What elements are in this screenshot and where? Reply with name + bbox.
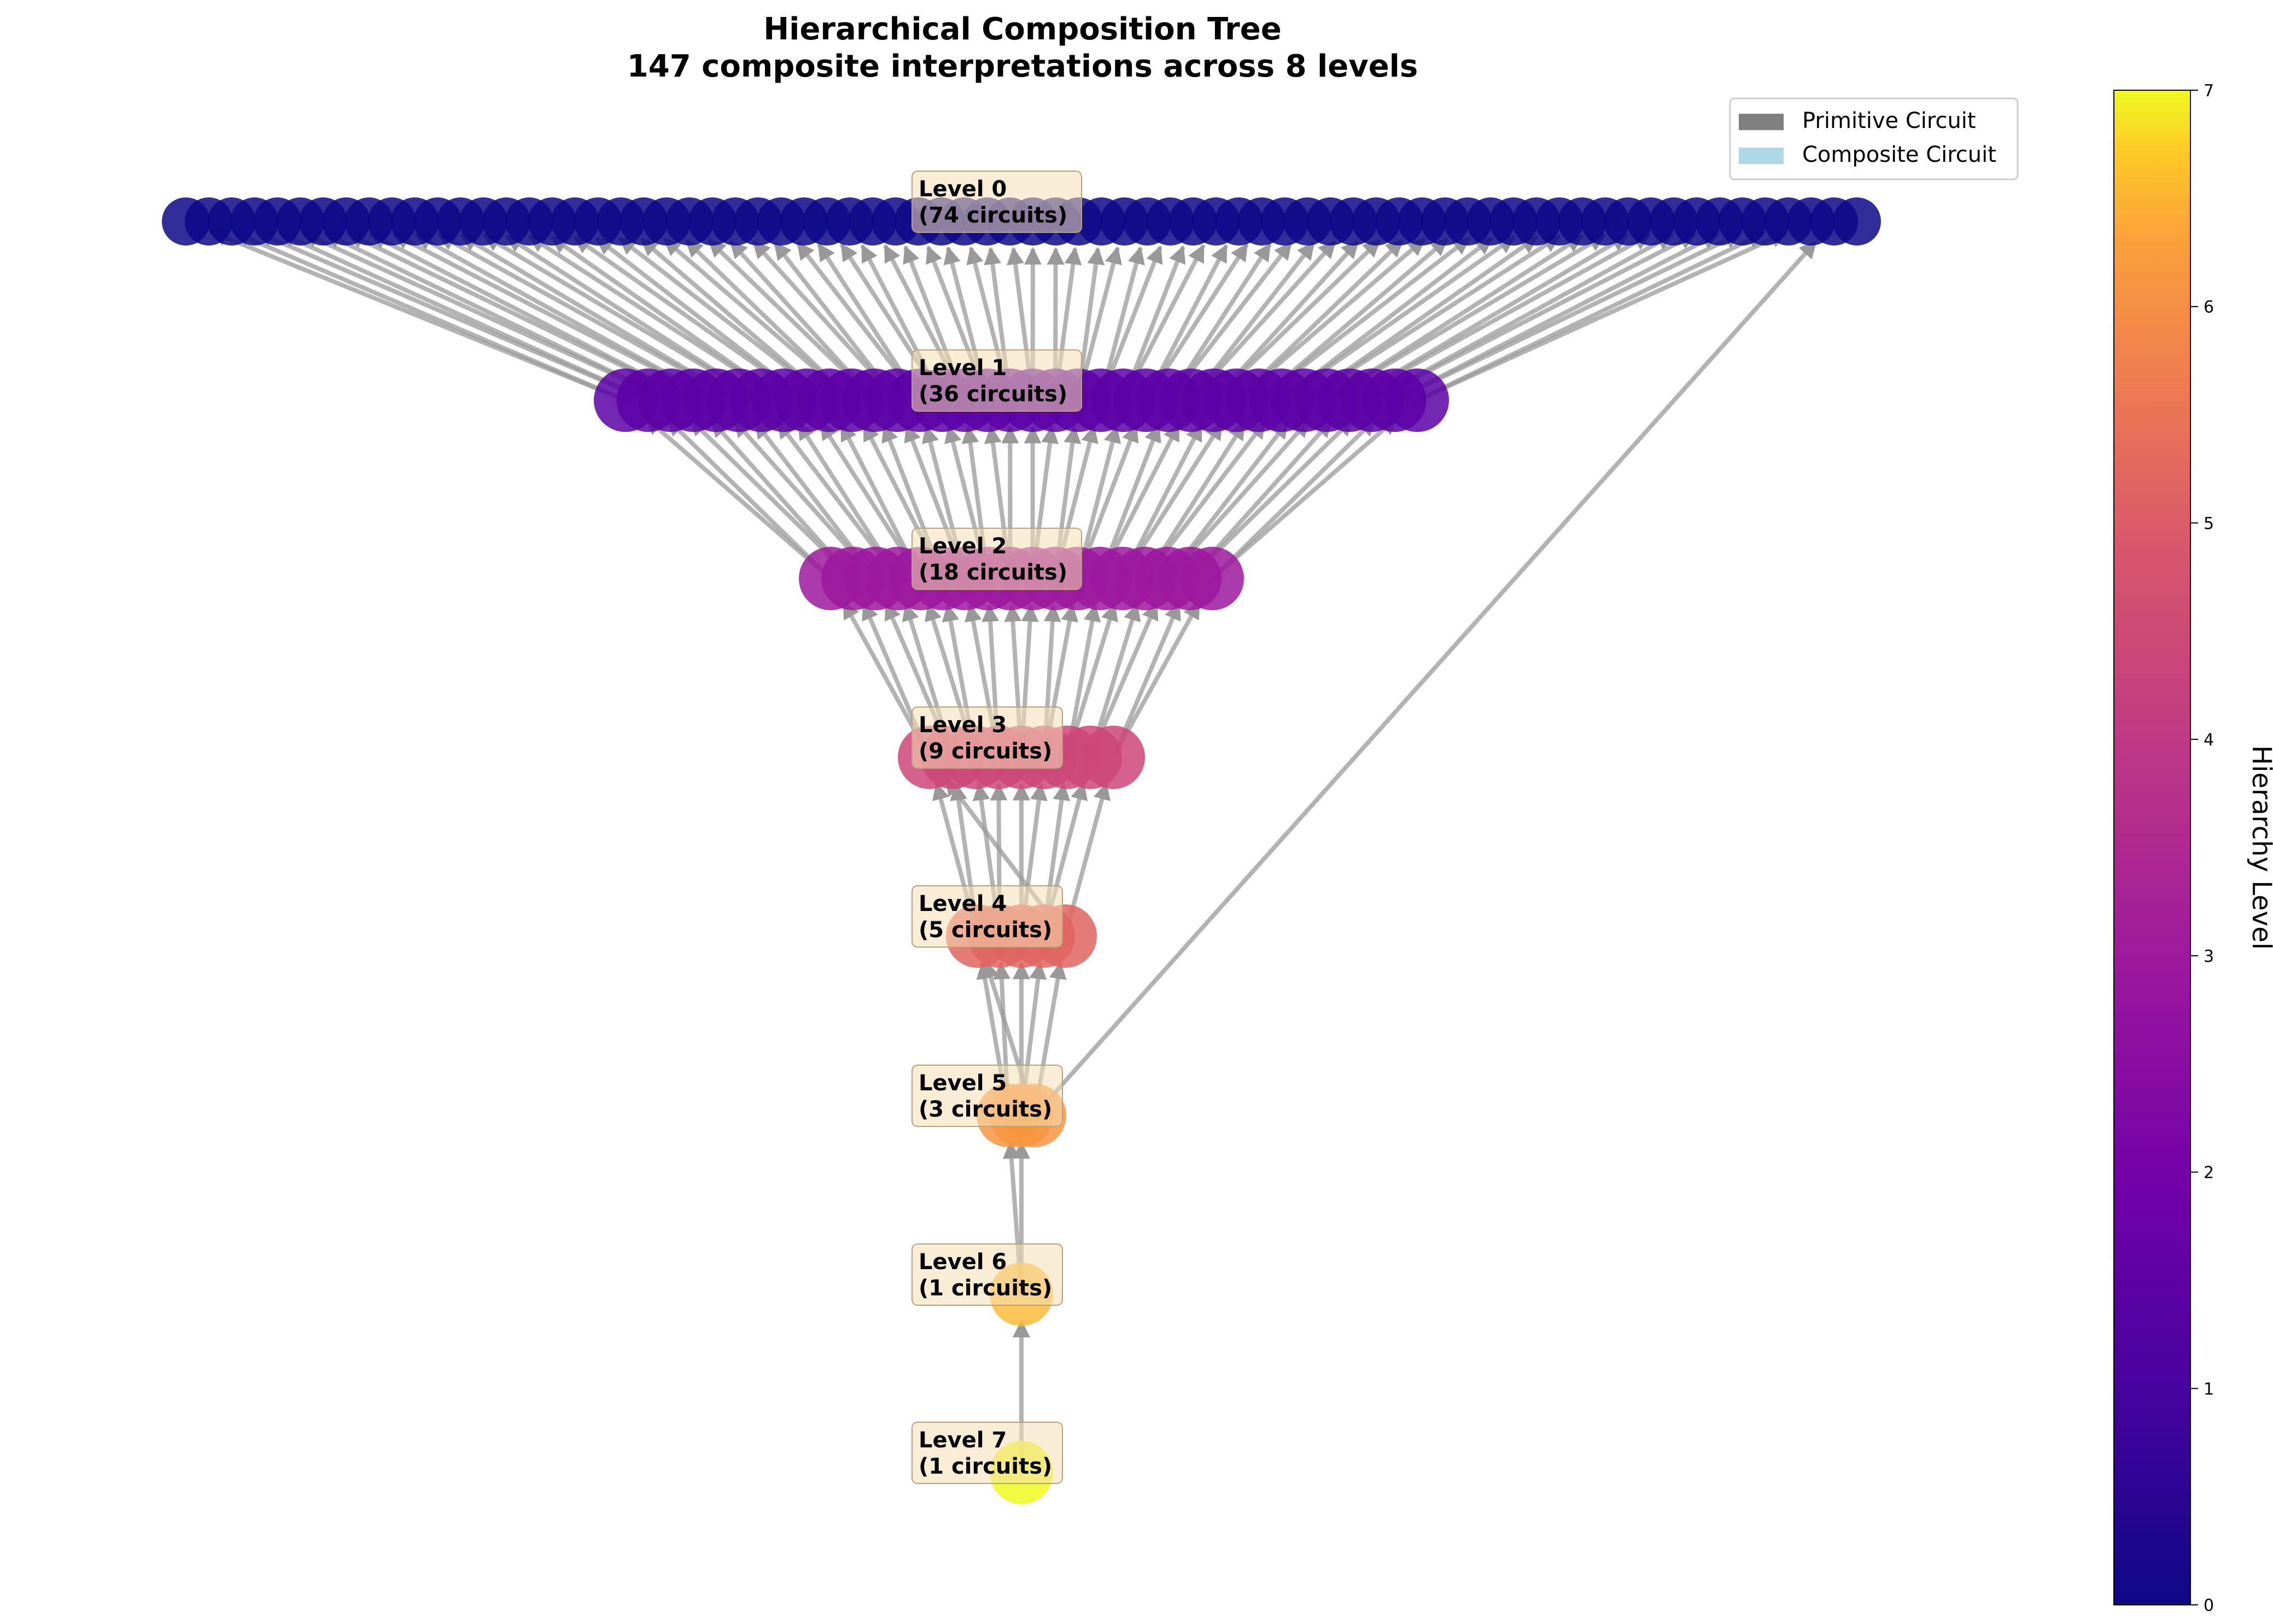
composition-edge <box>1393 231 1743 402</box>
legend-label-composite: Composite Circuit <box>1802 142 1996 167</box>
composition-edge <box>1416 231 1788 402</box>
level-label-5: Level 5(3 circuits) <box>911 1065 1063 1127</box>
level-label-box <box>911 349 1082 412</box>
level-label-count: (74 circuits) <box>919 203 1067 228</box>
level-label-box <box>911 1065 1063 1127</box>
colorbar-tick-label: 7 <box>2204 81 2214 101</box>
level-label-name: Level 7 <box>919 1428 1007 1453</box>
nodes-layer <box>162 197 1881 1504</box>
level-label-count: (9 circuits) <box>919 739 1052 764</box>
level-label-name: Level 3 <box>919 712 1007 738</box>
colorbar: 0 1 2 3 4 5 6 7 Hierarchy Level <box>2113 81 2273 1615</box>
level-label-box <box>911 1422 1063 1484</box>
colorbar-tick-label: 5 <box>2204 514 2214 533</box>
level-label-count: (1 circuits) <box>919 1276 1052 1301</box>
level-label-name: Level 5 <box>919 1071 1007 1096</box>
legend: Primitive Circuit Composite Circuit <box>1729 97 2019 180</box>
legend-label-primitive: Primitive Circuit <box>1802 108 1976 133</box>
colorbar-tick-label: 1 <box>2204 1380 2214 1399</box>
composition-edge <box>666 418 832 580</box>
composition-edge <box>278 231 650 402</box>
figure-subtitle: 147 composite interpretations across 8 l… <box>627 49 1418 84</box>
level-label-7: Level 7(1 circuits) <box>911 1422 1063 1484</box>
colorbar-tick-label: 2 <box>2204 1164 2214 1183</box>
colorbar-tick-label: 3 <box>2204 947 2214 966</box>
colorbar-tick-label: 6 <box>2204 298 2214 317</box>
figure-title: Hierarchical Composition Tree <box>763 11 1281 47</box>
level-label-count: (5 circuits) <box>919 918 1052 943</box>
level-label-2: Level 2(18 circuits) <box>911 528 1082 590</box>
level-label-1: Level 1(36 circuits) <box>911 349 1082 412</box>
level-label-name: Level 6 <box>919 1249 1007 1275</box>
level-label-6: Level 6(1 circuits) <box>911 1243 1063 1306</box>
level-label-name: Level 2 <box>919 534 1007 559</box>
level-label-3: Level 3(9 circuits) <box>911 706 1063 769</box>
level-label-count: (18 circuits) <box>919 560 1067 585</box>
level-label-count: (1 circuits) <box>919 1454 1052 1479</box>
level-label-4: Level 4(5 circuits) <box>911 885 1063 948</box>
level-label-box <box>911 706 1063 769</box>
composition-edge <box>1211 418 1377 580</box>
legend-frame <box>1729 97 2019 180</box>
legend-swatch-composite <box>1739 148 1784 164</box>
skip-composition-edge <box>1033 240 1818 1117</box>
level-label-name: Level 4 <box>919 891 1007 916</box>
level-label-box <box>911 1243 1063 1306</box>
level-label-box <box>911 528 1082 590</box>
level-label-name: Level 1 <box>919 355 1007 381</box>
colorbar-label: Hierarchy Level <box>2246 745 2273 950</box>
circuit-node-level-0 <box>1833 197 1881 246</box>
level-label-box <box>911 171 1082 233</box>
level-label-count: (3 circuits) <box>919 1097 1052 1122</box>
colorbar-tick-label: 4 <box>2204 731 2214 750</box>
colorbar-gradient <box>2113 90 2191 1605</box>
composition-edge <box>232 230 627 402</box>
circuit-node-level-3 <box>1082 726 1145 789</box>
colorbar-tick-label: 0 <box>2204 1596 2214 1615</box>
level-label-box <box>911 885 1063 948</box>
level-label-count: (36 circuits) <box>919 382 1067 407</box>
level-label-name: Level 0 <box>919 177 1007 202</box>
circuit-node-level-2 <box>1181 547 1244 610</box>
legend-swatch-primitive <box>1739 114 1784 130</box>
composition-edge <box>645 416 832 581</box>
level-label-0: Level 0(74 circuits) <box>911 171 1082 233</box>
composition-edge <box>1211 416 1398 581</box>
circuit-node-level-1 <box>1386 369 1449 432</box>
level-labels-layer: Level 0(74 circuits) Level 1(36 circuits)… <box>911 171 1082 1484</box>
colorbar-ticks: 0 1 2 3 4 5 6 7 <box>2190 81 2214 1615</box>
